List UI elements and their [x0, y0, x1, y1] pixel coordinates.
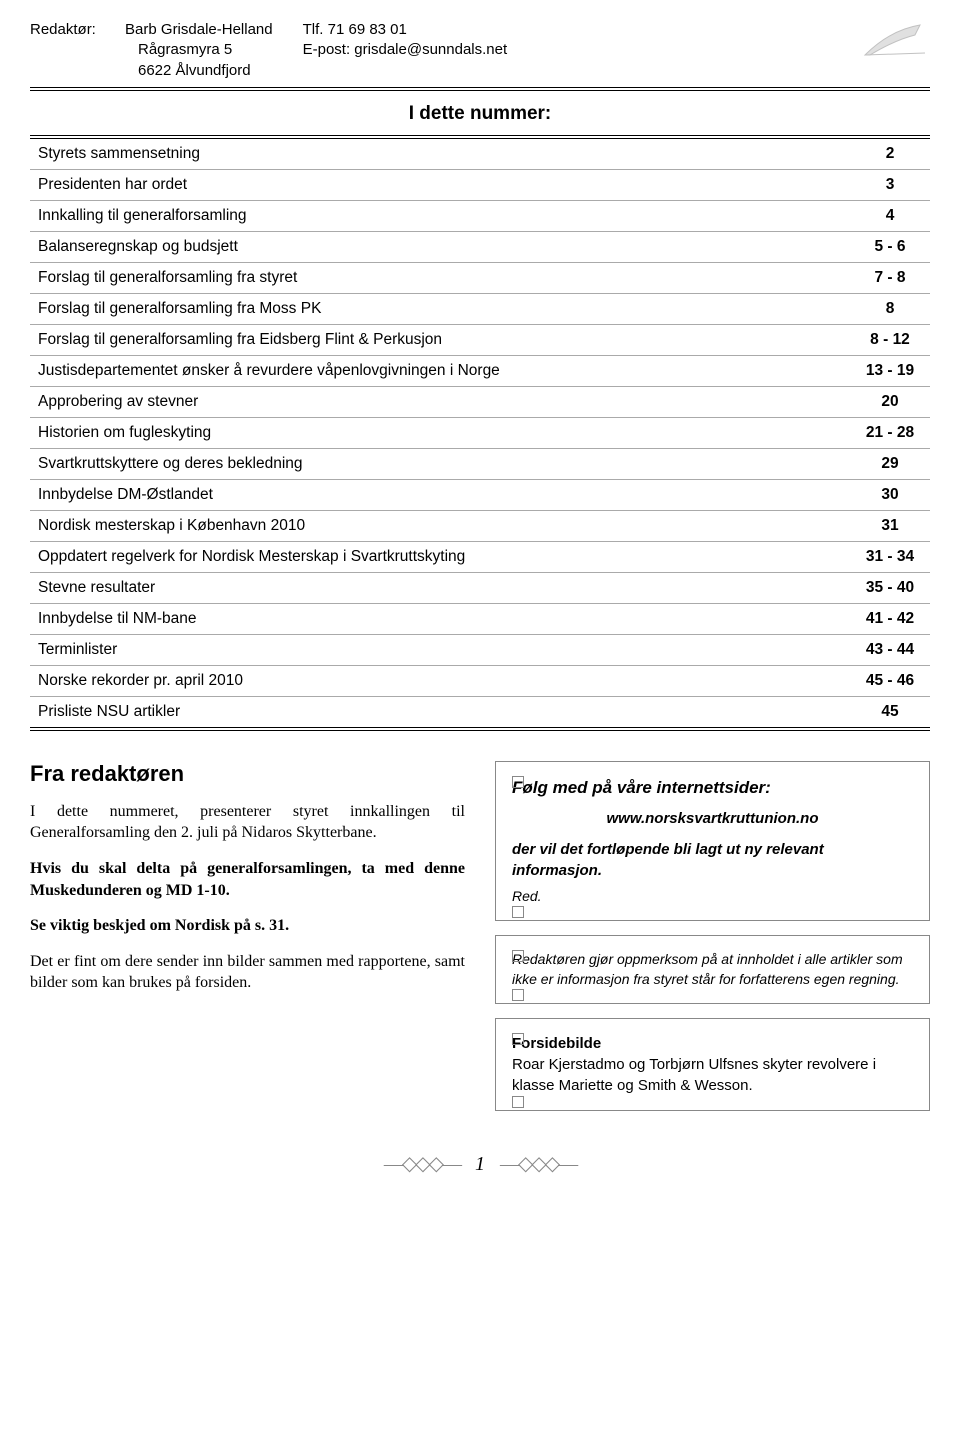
toc-item-page: 31 - 34: [850, 541, 930, 572]
table-row: Norske rekorder pr. april 201045 - 46: [30, 665, 930, 696]
toc-item-title: Svartkruttskyttere og deres bekledning: [30, 448, 850, 479]
toc-item-page: 2: [850, 137, 930, 170]
table-row: Prisliste NSU artikler45: [30, 696, 930, 729]
toc-item-title: Presidenten har ordet: [30, 169, 850, 200]
toc-item-title: Innbydelse til NM-bane: [30, 603, 850, 634]
toc-item-page: 4: [850, 200, 930, 231]
left-p3: Se viktig beskjed om Nordisk på s. 31.: [30, 915, 465, 937]
ib1-url: www.norsksvartkruttunion.no: [512, 808, 913, 829]
ib1-line1: Følg med på våre internettsider:: [512, 776, 913, 800]
toc-item-title: Historien om fugleskyting: [30, 417, 850, 448]
toc-item-title: Styrets sammensetning: [30, 137, 850, 170]
phone: Tlf. 71 69 83 01: [303, 20, 508, 40]
table-row: Stevne resultater35 - 40: [30, 572, 930, 603]
toc-item-page: 3: [850, 169, 930, 200]
rule-top: [30, 87, 930, 91]
addr1: Rågrasmyra 5: [30, 40, 273, 60]
table-row: Innkalling til generalforsamling4: [30, 200, 930, 231]
toc-item-page: 7 - 8: [850, 262, 930, 293]
ib3-text: Roar Kjerstadmo og Torbjørn Ulfsnes skyt…: [512, 1054, 913, 1096]
toc-item-title: Nordisk mesterskap i København 2010: [30, 510, 850, 541]
editor-block: Redaktør: Barb Grisdale-Helland Rågrasmy…: [30, 20, 273, 81]
toc-item-page: 43 - 44: [850, 634, 930, 665]
toc-item-page: 30: [850, 479, 930, 510]
toc-item-page: 45: [850, 696, 930, 729]
left-col: Fra redaktøren I dette nummeret, present…: [30, 761, 465, 1126]
contact-block: Tlf. 71 69 83 01 E-post: grisdale@sunnda…: [303, 20, 508, 81]
toc-item-page: 21 - 28: [850, 417, 930, 448]
toc-item-page: 20: [850, 386, 930, 417]
toc-item-title: Terminlister: [30, 634, 850, 665]
toc-item-title: Justisdepartementet ønsker å revurdere v…: [30, 355, 850, 386]
toc-item-title: Prisliste NSU artikler: [30, 696, 850, 729]
toc-item-title: Oppdatert regelverk for Nordisk Mestersk…: [30, 541, 850, 572]
ib2-text: Redaktøren gjør oppmerksom på at innhold…: [512, 950, 913, 989]
toc-item-title: Forslag til generalforsamling fra Eidsbe…: [30, 324, 850, 355]
infobox-disclaimer: Redaktøren gjør oppmerksom på at innhold…: [495, 935, 930, 1004]
footer: ―◇◇◇― 1 ―◇◇◇―: [30, 1151, 930, 1176]
table-row: Historien om fugleskyting21 - 28: [30, 417, 930, 448]
footer-deco-right: ―◇◇◇―: [500, 1151, 576, 1176]
toc-item-page: 8: [850, 293, 930, 324]
columns: Fra redaktøren I dette nummeret, present…: [30, 761, 930, 1126]
addr2: 6622 Ålvundfjord: [30, 61, 273, 81]
toc-item-page: 13 - 19: [850, 355, 930, 386]
left-p4: Det er fint om dere sender inn bilder sa…: [30, 951, 465, 994]
table-row: Styrets sammensetning2: [30, 137, 930, 170]
ib3-title: Forsidebilde: [512, 1033, 913, 1054]
table-row: Terminlister43 - 44: [30, 634, 930, 665]
left-p2: Hvis du skal delta på generalforsamlinge…: [30, 858, 465, 901]
editor-label: Redaktør:: [30, 21, 96, 38]
toc-item-page: 41 - 42: [850, 603, 930, 634]
toc-item-page: 29: [850, 448, 930, 479]
toc-item-title: Stevne resultater: [30, 572, 850, 603]
toc-item-title: Innkalling til generalforsamling: [30, 200, 850, 231]
toc-item-title: Approbering av stevner: [30, 386, 850, 417]
toc-item-page: 35 - 40: [850, 572, 930, 603]
email: E-post: grisdale@sunndals.net: [303, 40, 508, 60]
header: Redaktør: Barb Grisdale-Helland Rågrasmy…: [30, 20, 930, 81]
table-row: Forslag til generalforsamling fra styret…: [30, 262, 930, 293]
ib1-sign: Red.: [512, 887, 913, 907]
infobox-web: Følg med på våre internettsider: www.nor…: [495, 761, 930, 921]
toc-item-page: 45 - 46: [850, 665, 930, 696]
table-row: Nordisk mesterskap i København 201031: [30, 510, 930, 541]
table-row: Forslag til generalforsamling fra Moss P…: [30, 293, 930, 324]
footer-deco-left: ―◇◇◇―: [384, 1151, 460, 1176]
right-col: Følg med på våre internettsider: www.nor…: [495, 761, 930, 1126]
header-left: Redaktør: Barb Grisdale-Helland Rågrasmy…: [30, 20, 507, 81]
toc-item-title: Innbydelse DM-Østlandet: [30, 479, 850, 510]
toc-item-title: Balanseregnskap og budsjett: [30, 231, 850, 262]
table-row: Innbydelse DM-Østlandet30: [30, 479, 930, 510]
toc-item-title: Forslag til generalforsamling fra Moss P…: [30, 293, 850, 324]
quill-icon: [860, 20, 930, 65]
toc-item-page: 8 - 12: [850, 324, 930, 355]
table-row: Svartkruttskyttere og deres bekledning29: [30, 448, 930, 479]
toc-title: I dette nummer:: [30, 103, 930, 125]
ib1-line2: der vil det fortløpende bli lagt ut ny r…: [512, 839, 913, 881]
table-row: Innbydelse til NM-bane41 - 42: [30, 603, 930, 634]
infobox-cover: Forsidebilde Roar Kjerstadmo og Torbjørn…: [495, 1018, 930, 1111]
toc-table: Styrets sammensetning2Presidenten har or…: [30, 135, 930, 731]
left-p1: I dette nummeret, presenterer styret inn…: [30, 801, 465, 844]
toc-item-title: Norske rekorder pr. april 2010: [30, 665, 850, 696]
toc-item-page: 5 - 6: [850, 231, 930, 262]
table-row: Oppdatert regelverk for Nordisk Mestersk…: [30, 541, 930, 572]
toc-item-title: Forslag til generalforsamling fra styret: [30, 262, 850, 293]
table-row: Justisdepartementet ønsker å revurdere v…: [30, 355, 930, 386]
page-number: 1: [475, 1153, 485, 1175]
from-editor-title: Fra redaktøren: [30, 761, 465, 787]
table-row: Approbering av stevner20: [30, 386, 930, 417]
toc-item-page: 31: [850, 510, 930, 541]
table-row: Forslag til generalforsamling fra Eidsbe…: [30, 324, 930, 355]
table-row: Presidenten har ordet3: [30, 169, 930, 200]
table-row: Balanseregnskap og budsjett5 - 6: [30, 231, 930, 262]
editor-name: Barb Grisdale-Helland: [125, 21, 273, 38]
